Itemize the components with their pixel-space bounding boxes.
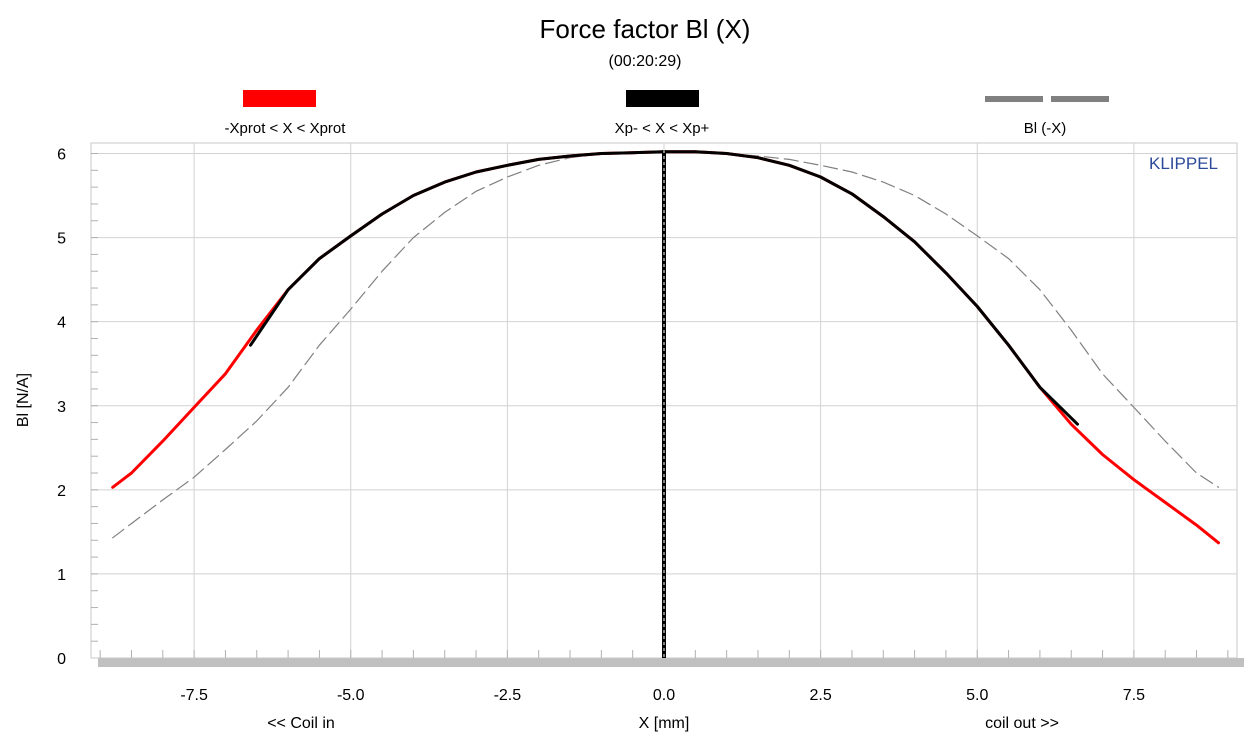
legend-label-xp: Xp- < X < Xp+	[615, 120, 710, 137]
x-axis-label-right: coil out >>	[985, 715, 1059, 732]
series-lines	[111, 150, 1220, 658]
y-axis-label: Bl [N/A]	[15, 373, 32, 427]
x-axis-label-left: << Coil in	[267, 715, 335, 732]
legend-swatch-xp	[626, 90, 699, 107]
watermark-klippel: KLIPPEL	[1149, 154, 1218, 173]
y-tick-label: 6	[57, 147, 66, 164]
y-tick-labels: 0 1 2 3 4 5 6	[57, 147, 66, 669]
x-tick-label: 5.0	[966, 687, 988, 704]
y-tick-label: 0	[57, 651, 66, 668]
x-tick-label: -7.5	[180, 687, 208, 704]
chart-subtitle: (00:20:29)	[609, 53, 682, 70]
y-tick-label: 5	[57, 231, 66, 248]
y-tick-label: 1	[57, 567, 66, 584]
y-tick-label: 3	[57, 399, 66, 416]
x-tick-label: -5.0	[337, 687, 365, 704]
legend-swatch-mirror-b	[1051, 96, 1109, 102]
legend-swatch-mirror-a	[985, 96, 1043, 102]
y-tick-label: 4	[57, 315, 66, 332]
x-tick-labels: -7.5 -5.0 -2.5 0.0 2.5 5.0 7.5	[180, 687, 1145, 704]
tick-marks	[91, 153, 1229, 658]
legend: -Xprot < X < Xprot Xp- < X < Xp+ Bl (-X)	[225, 90, 1109, 137]
x-axis-label: X [mm]	[639, 715, 690, 732]
x-tick-label: 7.5	[1123, 687, 1145, 704]
chart-title: Force factor Bl (X)	[540, 14, 751, 44]
x-tick-label: 2.5	[810, 687, 832, 704]
x-tick-label: -2.5	[494, 687, 522, 704]
plot-shadow-bottom	[98, 658, 1244, 667]
legend-label-mirror: Bl (-X)	[1024, 120, 1067, 137]
legend-label-prot: -Xprot < X < Xprot	[225, 120, 347, 137]
legend-swatch-prot	[243, 90, 316, 107]
x-tick-label: 0.0	[653, 687, 675, 704]
y-tick-label: 2	[57, 483, 66, 500]
